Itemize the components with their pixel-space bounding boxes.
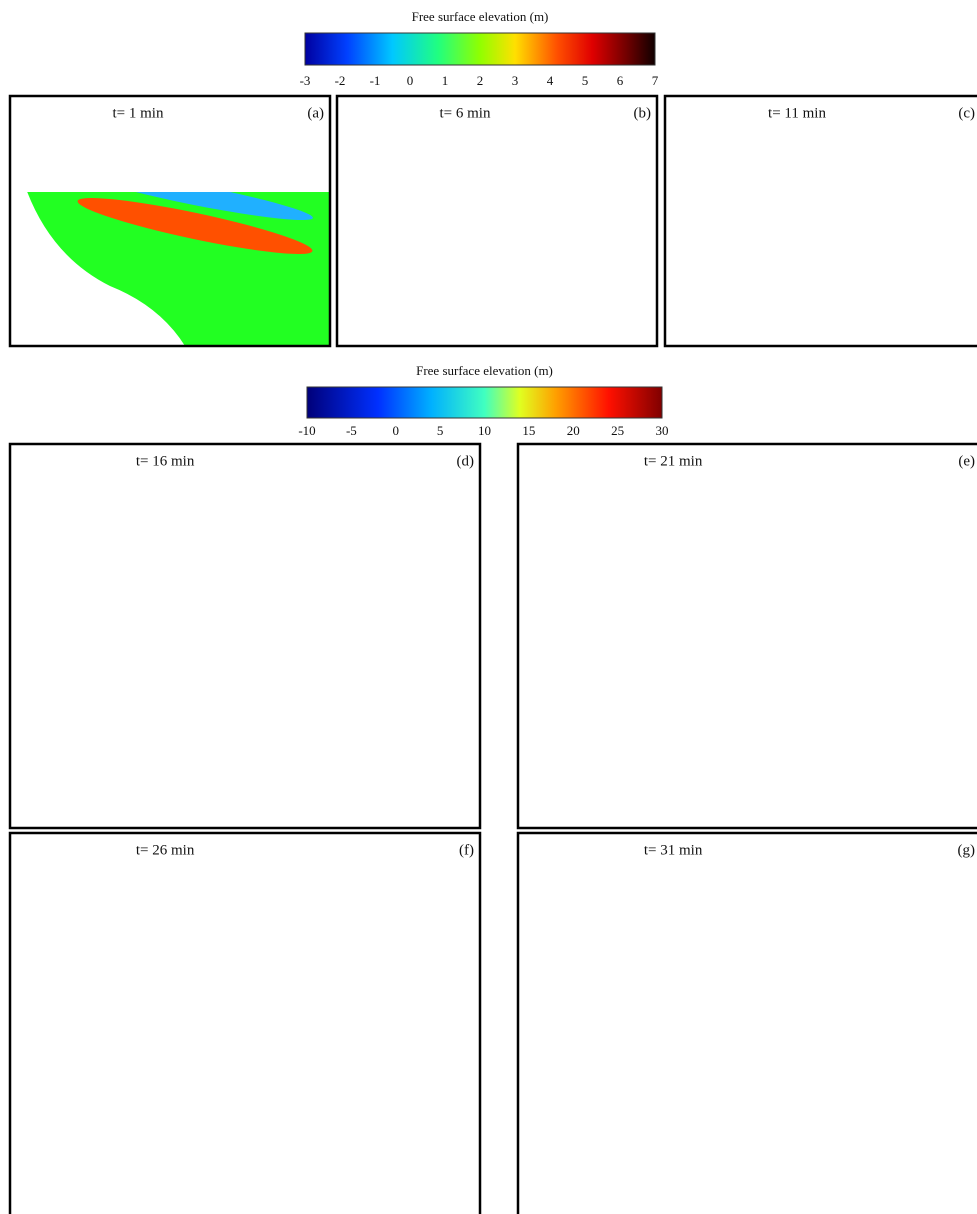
- hotspot: [672, 628, 760, 751]
- land: [518, 444, 977, 613]
- panel: t= 26 min (f): [8, 831, 482, 1214]
- colorbar-tick-label: 10: [478, 423, 491, 438]
- panel-time: t= 1 min: [113, 105, 164, 121]
- panel-image: [10, 444, 480, 828]
- colorbar: [306, 386, 663, 419]
- colorbar-title: Free surface elevation (m): [416, 363, 553, 378]
- front: [737, 181, 974, 216]
- ring: [662, 1025, 785, 1156]
- ring: [154, 1025, 277, 1156]
- panel-image: [10, 833, 480, 1214]
- colorbar-tick-label: 5: [437, 423, 444, 438]
- panel-label: (a): [307, 105, 324, 121]
- colorbar-tick-label: -2: [335, 73, 346, 88]
- panel-time: t= 26 min: [136, 842, 195, 858]
- panel-frame: [8, 94, 332, 348]
- panel: t= 6 min (b): [335, 94, 659, 348]
- colorbar-tick-label: 6: [617, 73, 624, 88]
- wave: [397, 194, 637, 217]
- sea: [10, 444, 480, 828]
- panel-image: [347, 96, 657, 346]
- hotspot: [709, 973, 782, 998]
- bay: [251, 849, 424, 985]
- colorbar-tick-label: 15: [522, 423, 535, 438]
- colorbar-tick-label: 20: [567, 423, 580, 438]
- colorbar-tick-label: 0: [393, 423, 400, 438]
- colorbar-title: Free surface elevation (m): [412, 9, 549, 24]
- sea: [10, 833, 480, 1214]
- colorbar-tick-label: 4: [547, 73, 554, 88]
- panel-frame: [516, 831, 977, 1214]
- colorbar-tick-label: 30: [656, 423, 669, 438]
- panel-time: t= 31 min: [644, 842, 703, 858]
- colorbar-tick-label: -1: [370, 73, 381, 88]
- panel-time: t= 16 min: [136, 453, 195, 469]
- panel-label: (g): [958, 842, 976, 858]
- panel: t= 16 min (d): [8, 442, 482, 830]
- colorbar-tick-label: 5: [582, 73, 589, 88]
- colorbar-tick-label: 7: [652, 73, 659, 88]
- crest: [77, 197, 313, 255]
- wave-glow: [98, 966, 333, 1044]
- bay: [759, 849, 932, 985]
- panel-label: (d): [457, 453, 475, 469]
- land: [518, 833, 977, 1005]
- land: [10, 833, 480, 1005]
- sea: [518, 444, 977, 828]
- panel-image: [27, 192, 330, 346]
- colorbar-tick-label: 0: [407, 73, 414, 88]
- water: [347, 96, 657, 346]
- crest: [748, 251, 800, 271]
- panel-image: [675, 96, 977, 346]
- colorbar-tick-label: 3: [512, 73, 519, 88]
- panel-image: [518, 833, 977, 1214]
- panel-frame: [8, 831, 482, 1214]
- panel: t= 11 min (c): [663, 94, 977, 348]
- hotspot: [105, 724, 252, 779]
- colorbar-tick-label: -5: [346, 423, 357, 438]
- colorbar: [304, 32, 656, 66]
- panel-frame: [663, 94, 977, 348]
- panel: t= 1 min (a): [8, 94, 332, 348]
- bay: [251, 459, 424, 593]
- panel-time: t= 21 min: [644, 453, 703, 469]
- colorbar-tick-label: 2: [477, 73, 484, 88]
- colorbar-tick-label: 1: [442, 73, 449, 88]
- panel-image: [518, 444, 977, 828]
- water: [675, 96, 977, 346]
- panel-frame: [516, 442, 977, 830]
- panel-time: t= 6 min: [440, 105, 491, 121]
- sea: [518, 833, 977, 1214]
- panel-frame: [335, 94, 659, 348]
- land: [10, 444, 480, 613]
- panel-frame: [8, 442, 482, 830]
- panel-label: (f): [459, 842, 474, 858]
- colorbar-tick-label: -10: [298, 423, 315, 438]
- panel-label: (e): [958, 453, 975, 469]
- panel-label: (c): [958, 105, 975, 121]
- panel: t= 21 min (e): [516, 442, 977, 830]
- panel-label: (b): [634, 105, 652, 121]
- colorbar-tick-label: -3: [300, 73, 311, 88]
- panel: t= 31 min (g): [516, 831, 977, 1214]
- front: [437, 178, 647, 221]
- panel-time: t= 11 min: [768, 105, 826, 121]
- wave: [727, 246, 977, 288]
- colorbar-tick-label: 25: [611, 423, 624, 438]
- wave-glow: [606, 966, 841, 1044]
- trough: [87, 192, 313, 221]
- bay: [759, 459, 932, 593]
